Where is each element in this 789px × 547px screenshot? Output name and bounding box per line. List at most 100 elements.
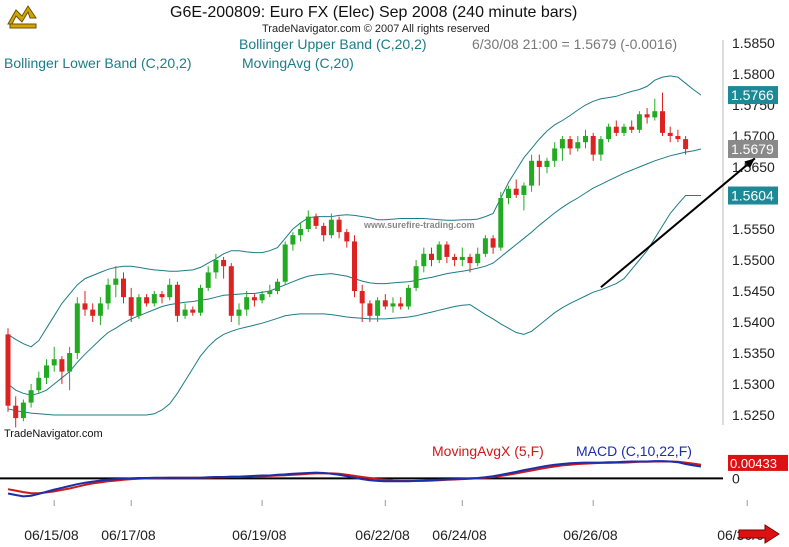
candle-body (90, 309, 96, 316)
candle-body (644, 114, 650, 118)
x-tick-label: 06/26/08 (563, 527, 618, 543)
x-tick-label: 06/22/08 (355, 527, 410, 543)
candle-body (559, 139, 565, 149)
candle-body (144, 297, 150, 304)
candle-body (452, 256, 458, 260)
candle-body (113, 278, 119, 285)
candle-body (660, 111, 665, 133)
candle-body (321, 225, 327, 236)
y-tick-label: 1.5350 (732, 345, 775, 361)
y-tick-label: 1.5300 (732, 376, 775, 392)
candle-body (82, 303, 88, 310)
candle-body (529, 160, 535, 186)
candle-body (298, 229, 304, 236)
y-tick-label: 1.5450 (732, 283, 775, 299)
candle-body (244, 297, 250, 310)
candle-body (398, 303, 404, 307)
candle-body (629, 126, 635, 130)
candle-body (51, 359, 57, 366)
candle-body (275, 281, 280, 291)
candle-body (174, 284, 180, 316)
candle-body (74, 303, 80, 353)
candle-body (128, 297, 134, 316)
signal-legend: MovingAvgX (5,F) (432, 443, 544, 459)
candle-body (390, 303, 396, 307)
price-label-box (728, 86, 778, 105)
candle-body (97, 303, 103, 316)
candle-body (436, 244, 442, 260)
y-tick-label: 1.5400 (732, 314, 775, 330)
candle-body (336, 219, 342, 233)
candle-body (413, 266, 419, 288)
candle-body (352, 241, 357, 291)
candle-body (13, 405, 19, 419)
candle-body (59, 359, 65, 372)
chart-title: G6E-200809: Euro FX (Elec) Sep 2008 (240… (170, 4, 578, 21)
candle-body (228, 266, 234, 316)
candle-body (28, 390, 34, 403)
y-tick-label: 1.5250 (732, 407, 775, 423)
y-tick-label: 1.5550 (732, 221, 775, 237)
candle-body (167, 284, 173, 298)
candle-body (20, 402, 26, 419)
candle-body (621, 126, 627, 133)
candle-body (367, 303, 373, 316)
macd-value-box (728, 454, 788, 471)
candle-body (121, 278, 126, 298)
candle-body (382, 300, 388, 307)
trend-arrow-line (600, 157, 756, 289)
candle-body (636, 114, 642, 130)
candle-body (567, 139, 573, 149)
candle-body (136, 297, 142, 316)
candle-body (328, 219, 334, 236)
candle-body (667, 132, 673, 136)
candle-body (613, 126, 619, 133)
candle-body (213, 260, 219, 273)
candle-body (359, 291, 365, 304)
candle-body (444, 244, 450, 257)
y-tick-label: 1.5500 (732, 252, 775, 268)
candle-body (475, 253, 481, 264)
macd-line (7, 460, 702, 498)
candle-body (290, 235, 296, 245)
candle-body (467, 256, 473, 264)
candle-body (421, 253, 427, 267)
candle-body (151, 294, 157, 304)
candle-body (536, 160, 542, 167)
candle-body (552, 148, 558, 161)
price-label-box (728, 186, 778, 205)
candle-body (305, 216, 311, 229)
trade-navigator-logo-icon (7, 5, 37, 29)
candle-body (251, 297, 257, 301)
x-tick-label: 06/19/08 (232, 527, 287, 543)
candle-body (205, 272, 211, 288)
candle-body (459, 256, 465, 260)
candle-body (313, 216, 319, 226)
lower-band-legend: Bollinger Lower Band (C,20,2) (4, 55, 192, 71)
x-tick-label: 06/17/08 (101, 527, 156, 543)
moving-average-legend: MovingAvg (C,20) (242, 55, 354, 71)
candle-body (583, 136, 588, 143)
scroll-right-arrow-icon[interactable] (737, 524, 781, 544)
y-tick-label: 1.5800 (732, 66, 775, 82)
price-label-text: 1.5766 (731, 87, 774, 103)
candle-body (221, 260, 227, 267)
candle-body (190, 309, 196, 313)
candle-body (36, 377, 42, 391)
candle-body (575, 142, 581, 149)
macd-legend: MACD (C,10,22,F) (576, 443, 692, 459)
candle-body (513, 188, 519, 195)
macd-value-label: 0.00433 (730, 456, 777, 471)
candle-body (259, 294, 265, 301)
candle-body (652, 111, 658, 118)
candle-body (521, 185, 527, 195)
candle-body (506, 188, 511, 198)
y-tick-label: 1.5850 (732, 35, 775, 51)
price-label-text: 1.5604 (731, 188, 774, 204)
candle-body (598, 139, 604, 155)
candle-body (405, 287, 411, 307)
candle-body (198, 287, 203, 313)
candle-body (590, 136, 596, 155)
x-tick-label: 06/15/08 (24, 527, 79, 543)
